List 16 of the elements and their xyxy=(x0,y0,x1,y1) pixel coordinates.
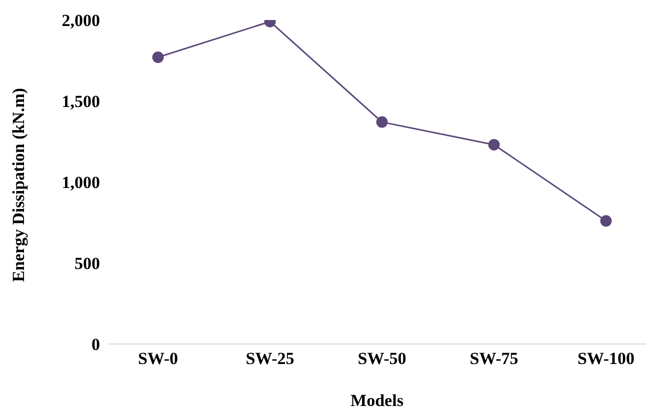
x-tick-label: SW-50 xyxy=(358,349,406,368)
y-axis-title: Energy Dissipation (kN.m) xyxy=(9,88,28,282)
x-tick-label: SW-100 xyxy=(578,349,634,368)
y-tick-label: 2,000 xyxy=(62,11,100,30)
point xyxy=(152,52,164,64)
point xyxy=(600,215,612,227)
x-tick-label: SW-0 xyxy=(138,349,178,368)
point xyxy=(376,116,388,128)
y-tick-label: 1,500 xyxy=(62,92,100,112)
point xyxy=(488,138,500,150)
x-tick-label: SW-25 xyxy=(246,349,294,368)
y-tick-label: 1,000 xyxy=(62,173,100,192)
y-tick-label: 500 xyxy=(74,254,100,274)
y-tick-label: 0 xyxy=(92,335,100,354)
x-axis-title: Models xyxy=(350,391,404,410)
x-tick-label: SW-75 xyxy=(470,349,518,368)
